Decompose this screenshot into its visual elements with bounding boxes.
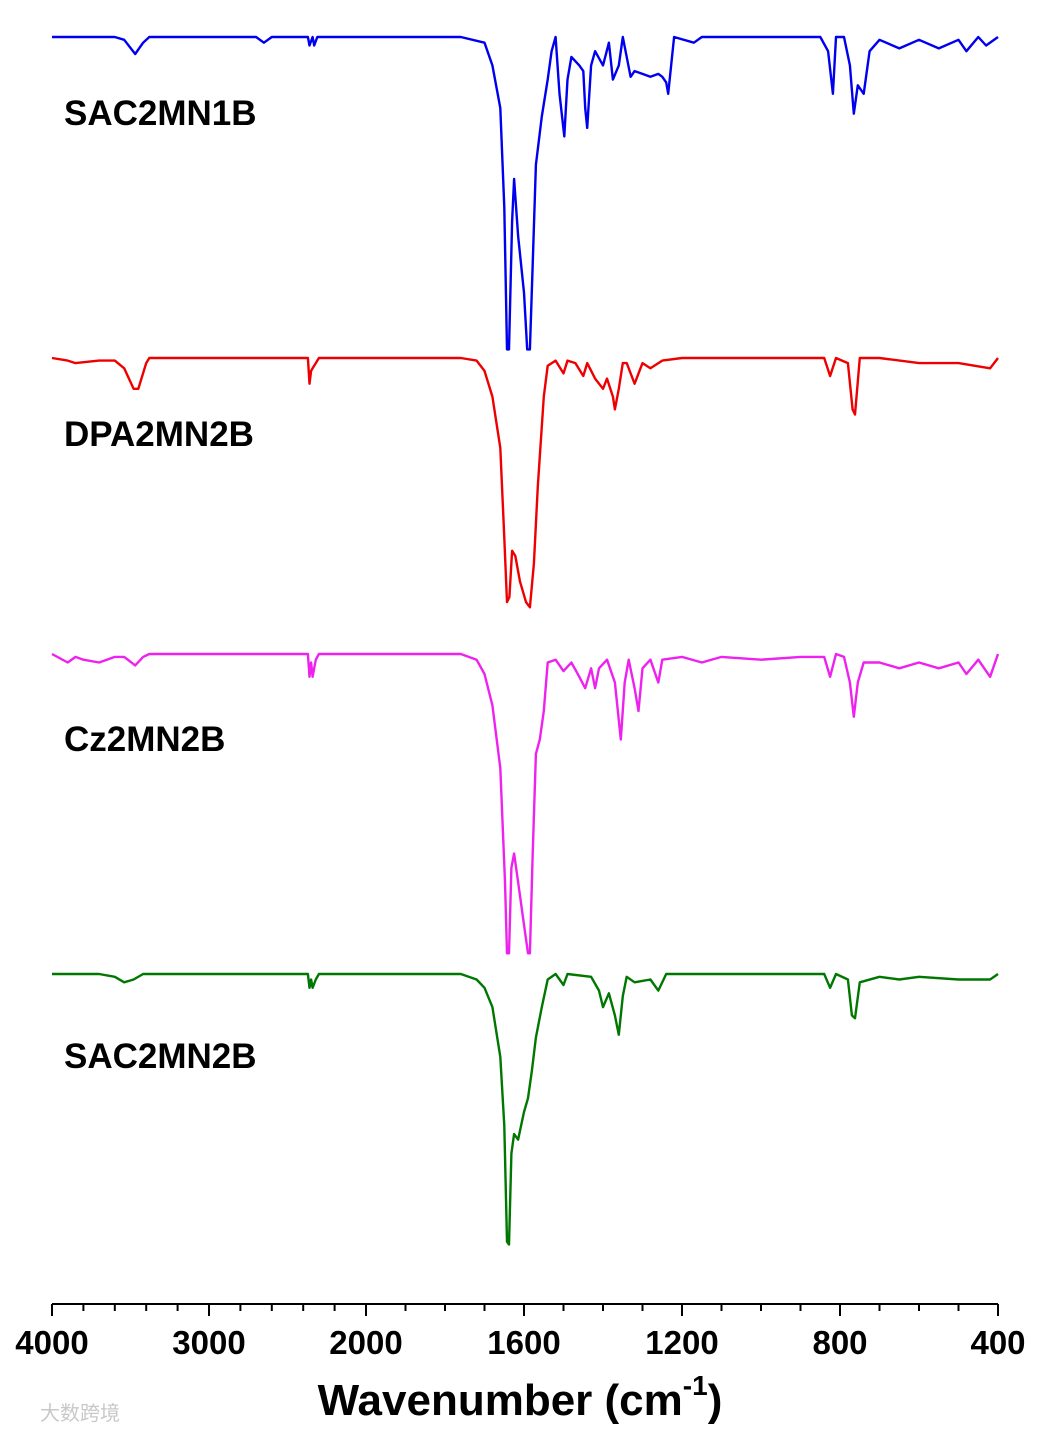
x-tick-labels: 4000 3000 2000 1600 1200 800 400 [15,1324,1025,1361]
series-layer [51,35,1000,1246]
series-label-cz2mn2b: Cz2MN2B [64,720,225,759]
x-tick-label-400: 400 [970,1324,1025,1361]
series-line-sac2mn2b [52,972,999,1246]
x-axis-title: Wavenumber (cm-1) [318,1370,723,1425]
x-axis [51,1303,999,1316]
x-tick-label-1200: 1200 [645,1324,718,1361]
series-label-dpa2mn2b: DPA2MN2B [64,415,254,454]
x-tick-label-4000: 4000 [15,1324,88,1361]
x-axis-title-main: Wavenumber (cm [318,1376,683,1425]
x-tick-label-3000: 3000 [172,1324,245,1361]
series-line-dpa2mn2b [51,356,999,609]
series-label-sac2mn1b: SAC2MN1B [64,94,257,133]
series-line-sac2mn1b [52,35,999,351]
x-tick-label-800: 800 [812,1324,867,1361]
x-axis-title-close: ) [708,1376,723,1425]
watermark: 大数跨境 [40,1401,120,1425]
x-tick-label-1600: 1600 [487,1324,560,1361]
x-tick-label-2000: 2000 [329,1324,402,1361]
x-axis-title-superscript: -1 [683,1370,708,1401]
series-label-sac2mn2b: SAC2MN2B [64,1037,257,1076]
series-line-cz2mn2b [51,652,1000,955]
